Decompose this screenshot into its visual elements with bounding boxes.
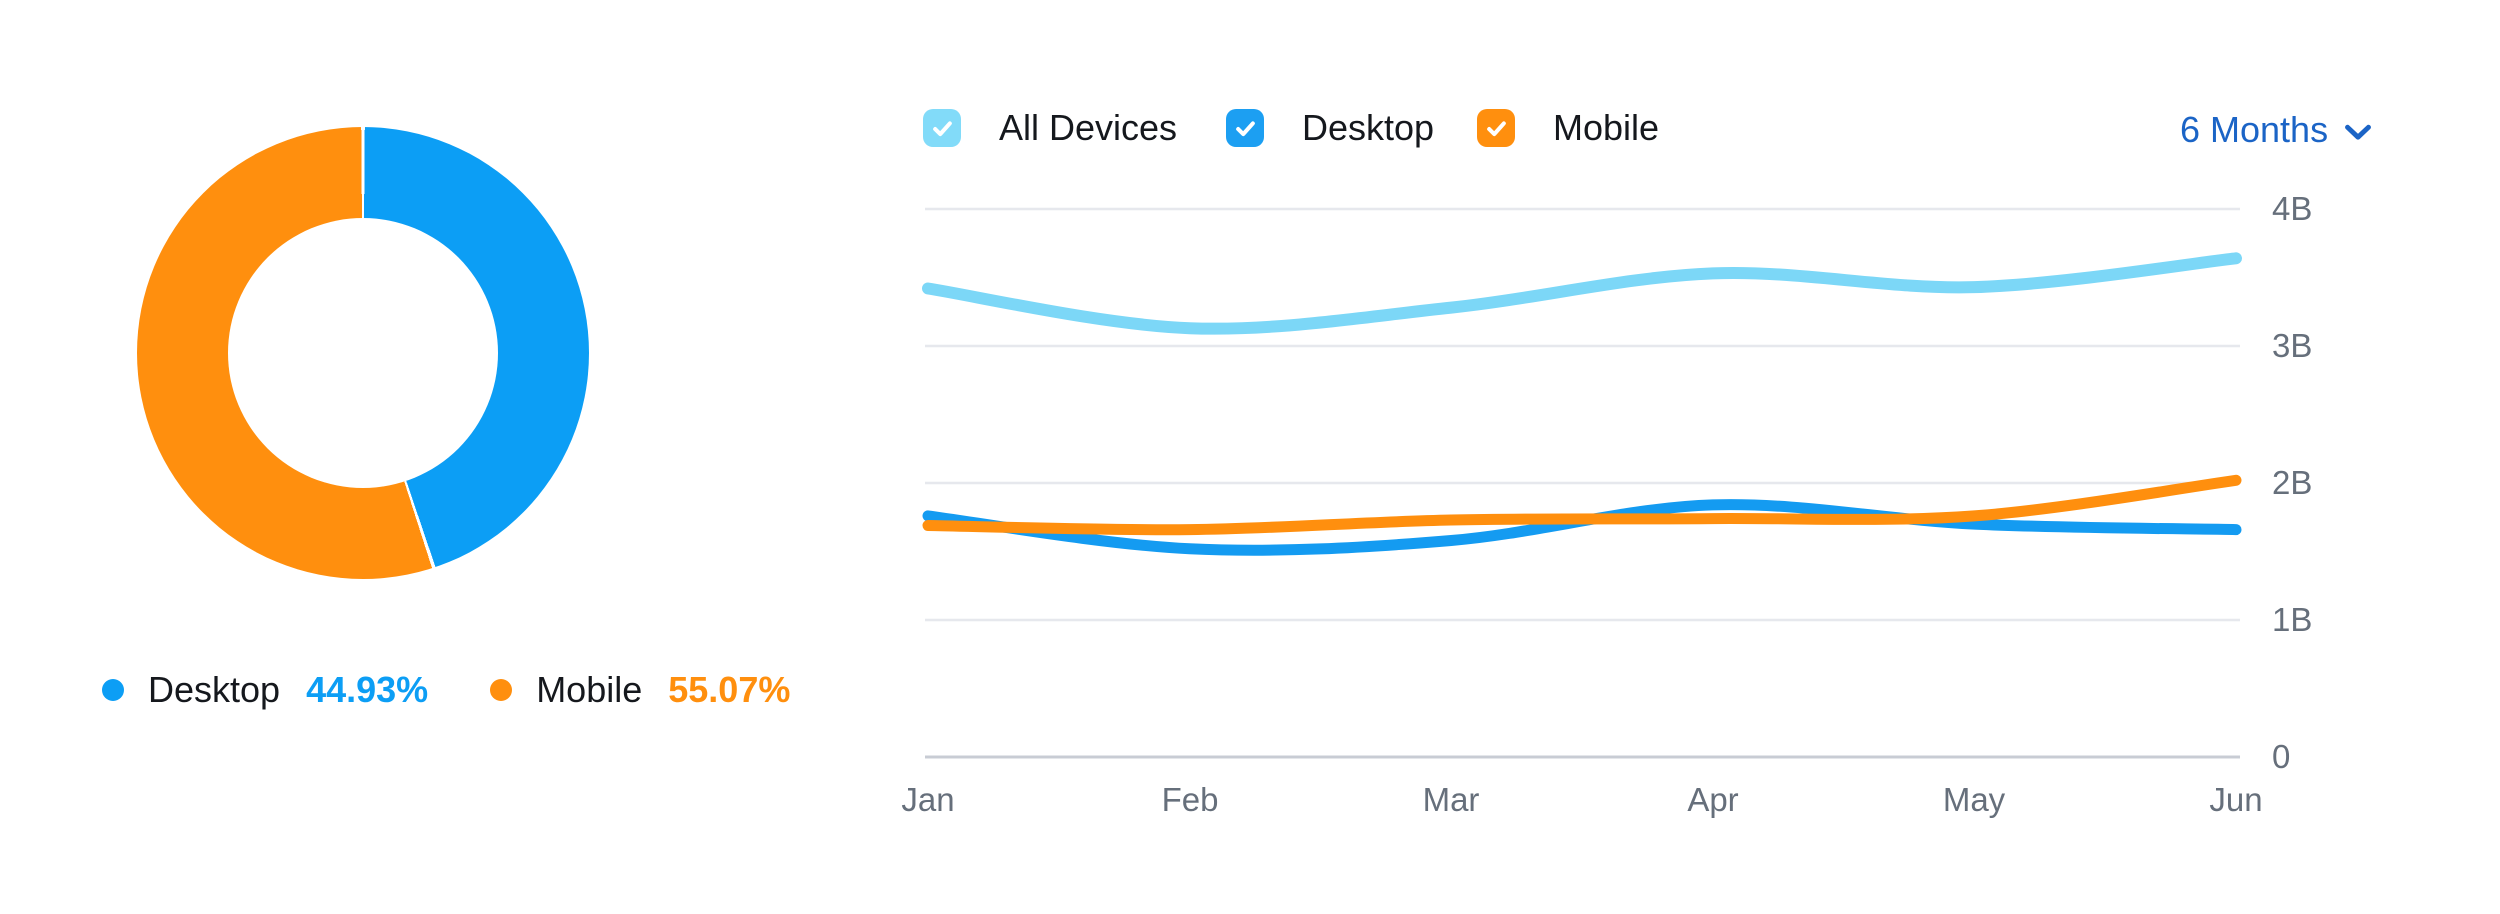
period-selector-label[interactable]: 6 Months [2180,109,2329,150]
y-axis-tick: 0 [2272,738,2291,775]
x-axis-tick: May [1942,781,2006,818]
mobile-legend-label: Mobile [536,669,643,710]
desktop-checkbox[interactable] [1226,109,1264,147]
series-desktop [922,499,2242,556]
all-devices-checkbox-label[interactable]: All Devices [999,107,1178,148]
mobile-checkbox-label[interactable]: Mobile [1553,107,1660,148]
x-axis-tick: Jun [2209,781,2263,818]
mobile-checkbox[interactable] [1477,109,1515,147]
checkbox-group-desktop[interactable]: Desktop [1226,108,1434,148]
checkbox-group-all-devices[interactable]: All Devices [923,108,1177,148]
check-icon [1235,120,1255,136]
donut-legend: Desktop 44.93% Mobile 55.07% [102,668,852,712]
desktop-checkbox-label[interactable]: Desktop [1302,107,1435,148]
donut-chart [137,127,589,579]
y-axis-tick: 4B [2272,190,2313,227]
y-axis-tick: 2B [2272,464,2313,501]
check-icon [932,120,952,136]
desktop-legend-label: Desktop [148,669,281,710]
check-icon [1486,120,1506,136]
mobile-legend-dot-icon [490,679,513,701]
chevron-down-icon[interactable] [2344,124,2372,141]
mobile-legend-value: 55.07% [668,669,791,710]
x-axis-tick: Feb [1161,781,1219,818]
desktop-legend-value: 44.93% [306,669,429,710]
period-selector-dropdown[interactable]: 6 Months [2180,110,2372,150]
checkbox-group-mobile[interactable]: Mobile [1477,108,1659,148]
series-all-devices [922,252,2242,335]
y-axis-tick: 3B [2272,327,2313,364]
desktop-legend-dot-icon [102,679,124,701]
x-axis-tick: Apr [1687,781,1739,818]
series-mobile [922,474,2242,536]
x-axis-tick: Mar [1422,781,1480,818]
donut-hole [228,218,498,488]
all-devices-checkbox[interactable] [923,109,961,147]
x-axis-tick: Jan [901,781,955,818]
y-axis-tick: 1B [2272,601,2313,638]
